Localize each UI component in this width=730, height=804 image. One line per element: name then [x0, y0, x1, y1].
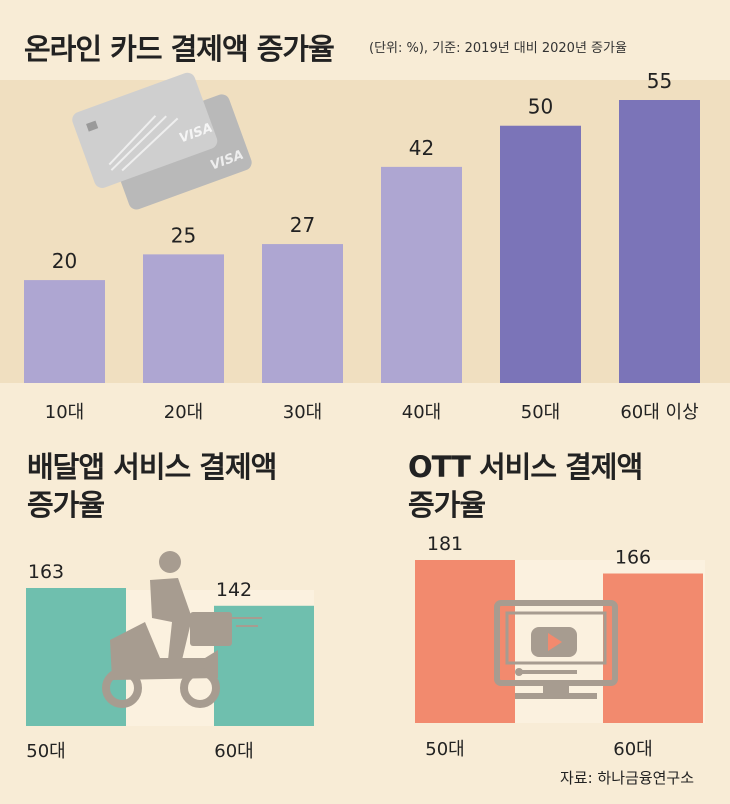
category-label: 50대	[26, 741, 65, 762]
ott-title-line2: 증가율	[408, 488, 486, 522]
category-label: 50대	[425, 739, 464, 760]
video-monitor-icon	[494, 600, 618, 699]
bar	[24, 280, 105, 383]
category-label: 20대	[164, 402, 203, 423]
bar-value-label: 20	[52, 249, 77, 273]
category-label: 60대 이상	[620, 402, 698, 423]
bar-value-label: 42	[409, 136, 434, 160]
delivery-title-line1: 배달앱 서비스 결제액	[27, 450, 277, 484]
bar-value-label: 142	[216, 579, 252, 601]
bar	[262, 244, 343, 383]
category-label: 10대	[45, 402, 84, 423]
category-label: 60대	[613, 739, 652, 760]
bar-value-label: 166	[615, 547, 651, 569]
delivery-scooter-icon	[102, 551, 262, 708]
category-label: 40대	[402, 402, 441, 423]
bar-value-label: 55	[647, 69, 672, 93]
bar	[500, 125, 581, 384]
ott-title-line1: OTT 서비스 결제액	[408, 450, 643, 484]
source-note: 자료: 하나금융연구소	[560, 769, 695, 787]
bar-value-label: 181	[427, 533, 463, 555]
bar-value-label: 25	[171, 223, 196, 247]
age-bar-chart: VISA VISA 20 25 27 42 50 55 10대 20대 30대 40대 50대 60…	[0, 69, 730, 423]
chart-note: (단위: %), 기준: 2019년 대비 2020년 증가율	[369, 41, 627, 56]
credit-card-icon: VISA VISA	[72, 72, 252, 210]
bar	[619, 100, 700, 383]
delivery-title-line2: 증가율	[27, 488, 105, 522]
delivery-title: 배달앱 서비스 결제액 증가율	[27, 448, 277, 524]
bar	[143, 254, 224, 383]
bar-value-label: 27	[290, 213, 315, 237]
ott-bar-chart: 181 166 50대 60대	[415, 533, 705, 760]
bar-value-label: 163	[28, 561, 64, 583]
delivery-bar-chart: 163 142 50대 60대	[26, 551, 314, 762]
category-label: 30대	[283, 402, 322, 423]
bar	[603, 573, 703, 723]
bar	[381, 166, 462, 383]
category-label: 60대	[214, 741, 253, 762]
ott-title: OTT 서비스 결제액 증가율	[408, 448, 643, 524]
bar-value-label: 50	[528, 95, 553, 119]
chart-title: 온라인 카드 결제액 증가율	[24, 32, 335, 66]
category-label: 50대	[521, 402, 560, 423]
